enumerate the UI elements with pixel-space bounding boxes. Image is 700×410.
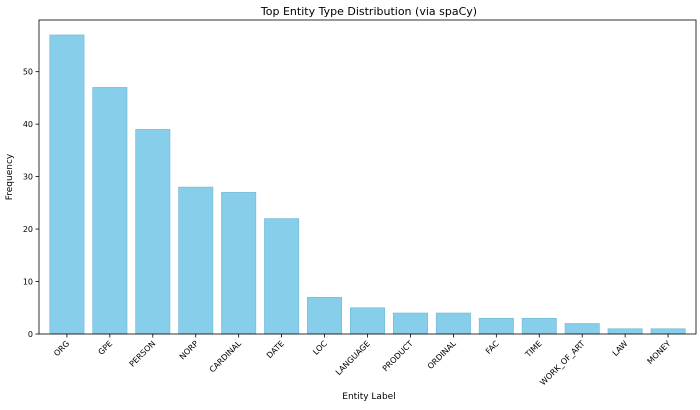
bars-group <box>49 34 686 335</box>
x-tick-label: PRODUCT <box>381 339 415 373</box>
bar-loc <box>307 296 343 335</box>
bar-org <box>49 34 85 335</box>
x-tick-label: FAC <box>484 339 501 356</box>
plot-frame <box>38 19 697 335</box>
bar-time <box>521 317 557 335</box>
x-tick-label: ORDINAL <box>426 339 458 371</box>
y-axis-label: Frequency <box>5 153 15 200</box>
y-tick-label: 20 <box>23 225 33 234</box>
bar-work-of-art <box>564 323 600 335</box>
x-tick-label: NORP <box>178 339 201 362</box>
bar-date <box>264 218 300 335</box>
x-tick-label: LANGUAGE <box>334 339 372 377</box>
x-tick-label: GPE <box>97 339 115 357</box>
bar-money <box>650 328 686 335</box>
bar-norp <box>178 186 214 335</box>
y-tick-label: 50 <box>23 68 33 77</box>
x-axis: ORG GPE PERSON NORP CARDINAL DATE LOC LANGUAGE P… <box>52 334 673 387</box>
y-tick-label: 0 <box>28 330 33 339</box>
y-tick-label: 10 <box>23 278 33 287</box>
x-axis-label: Entity Label <box>342 392 395 402</box>
x-tick-label: PERSON <box>128 339 158 369</box>
bar-product <box>392 312 428 335</box>
bar-fac <box>478 317 514 335</box>
bar-person <box>135 129 171 335</box>
bar-ordinal <box>435 312 471 335</box>
bar-law <box>607 328 643 335</box>
x-tick-label: TIME <box>523 339 544 360</box>
y-tick-label: 40 <box>23 120 33 129</box>
x-tick-label: WORK_OF_ART <box>538 339 586 387</box>
y-axis: 0 10 20 30 40 50 <box>23 68 39 339</box>
bar-language <box>350 307 385 335</box>
chart-title: Top Entity Type Distribution (via spaCy) <box>260 5 477 18</box>
x-tick-label: ORG <box>52 339 71 358</box>
bar-gpe <box>92 87 128 335</box>
x-tick-label: MONEY <box>646 339 673 366</box>
x-tick-label: DATE <box>265 339 286 360</box>
x-tick-label: LAW <box>611 339 630 358</box>
x-tick-label: CARDINAL <box>208 339 244 375</box>
y-tick-label: 30 <box>23 173 33 182</box>
x-tick-label: LOC <box>311 339 329 357</box>
bar-cardinal <box>221 192 257 335</box>
